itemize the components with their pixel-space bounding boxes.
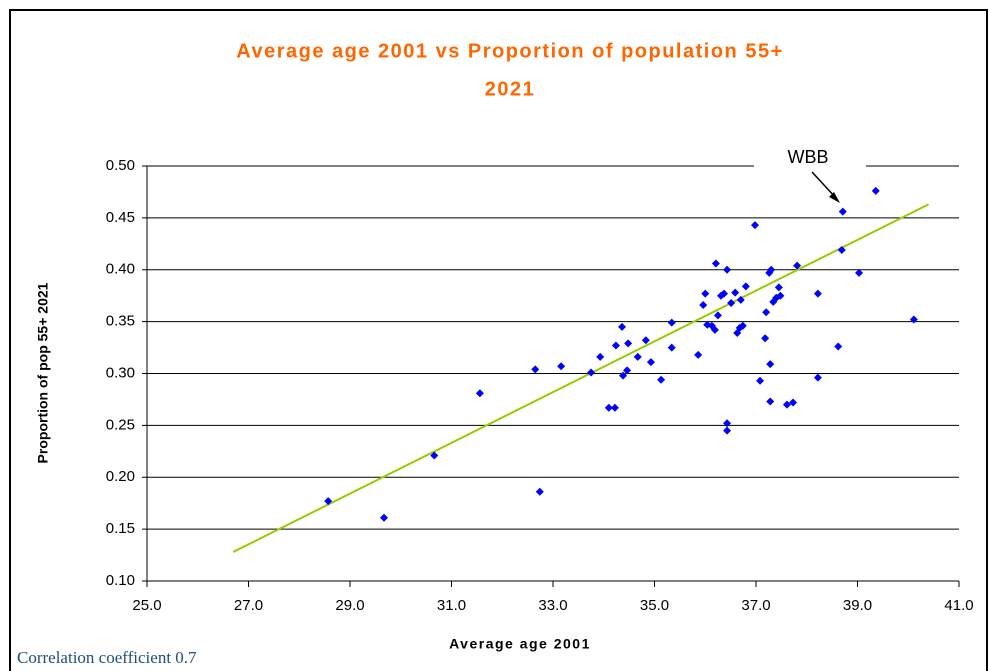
data-point <box>535 487 544 496</box>
data-point <box>766 397 775 406</box>
x-tick-label: 31.0 <box>437 597 466 614</box>
data-point <box>611 341 620 350</box>
chart-frame <box>9 9 988 671</box>
data-point <box>789 398 798 407</box>
data-point <box>782 400 791 409</box>
data-point <box>641 336 650 345</box>
data-point <box>766 360 775 369</box>
data-point <box>587 368 596 377</box>
data-point <box>657 375 666 384</box>
x-tick-label: 37.0 <box>741 597 770 614</box>
data-point <box>813 289 822 298</box>
annotation-arrow <box>811 171 837 199</box>
data-point <box>475 389 484 398</box>
data-point <box>667 318 676 327</box>
x-tick-label: 27.0 <box>234 597 263 614</box>
y-tick-label: 0.15 <box>106 520 135 537</box>
annotation-box <box>754 144 866 178</box>
data-point <box>838 207 847 216</box>
x-tick-label: 29.0 <box>335 597 364 614</box>
chart-title: 2021 <box>485 78 536 100</box>
data-point <box>741 282 750 291</box>
data-point <box>557 362 566 371</box>
data-point <box>834 342 843 351</box>
data-point <box>531 365 540 374</box>
data-point <box>694 350 703 359</box>
x-tick-label: 39.0 <box>843 597 872 614</box>
data-point <box>774 283 783 292</box>
data-point <box>762 308 771 317</box>
data-point <box>646 358 655 367</box>
x-tick-label: 41.0 <box>944 597 973 614</box>
y-tick-label: 0.30 <box>106 364 135 381</box>
plot-area: 0.10 0.15 0.20 0.25 0.30 0.35 0.40 0.45 0.50 25.0… <box>106 157 974 614</box>
data-point <box>756 376 765 385</box>
data-point <box>909 315 918 324</box>
data-point <box>324 497 333 506</box>
data-point <box>633 352 642 361</box>
data-point <box>855 268 864 277</box>
footnote: Correlation coefficient 0.7 <box>17 648 197 667</box>
data-point <box>711 259 720 268</box>
data-point <box>776 291 785 300</box>
data-point <box>723 426 732 435</box>
data-point <box>710 325 719 334</box>
y-tick-label: 0.40 <box>106 261 135 278</box>
annotation: WBB <box>787 147 828 167</box>
data-point <box>720 289 729 298</box>
data-point <box>596 352 605 361</box>
data-point <box>727 298 736 307</box>
x-tick-label: 25.0 <box>132 597 161 614</box>
y-tick-label: 0.10 <box>106 572 135 589</box>
y-tick-label: 0.25 <box>106 416 135 433</box>
data-point <box>623 366 632 375</box>
data-point <box>750 221 759 230</box>
data-point <box>738 321 747 330</box>
data-point <box>723 419 732 428</box>
data-point <box>430 451 439 460</box>
data-point <box>761 334 770 343</box>
data-point <box>624 339 633 348</box>
data-point <box>713 311 722 320</box>
y-tick-label: 0.20 <box>106 468 135 485</box>
data-point <box>793 261 802 270</box>
data-point <box>618 322 627 331</box>
trendline <box>232 203 929 553</box>
y-tick-label: 0.50 <box>106 157 135 174</box>
data-point <box>736 295 745 304</box>
y-tick-label: 0.35 <box>106 313 135 330</box>
x-tick-label: 35.0 <box>640 597 669 614</box>
data-point <box>699 301 708 310</box>
data-point <box>604 403 613 412</box>
data-point <box>837 246 846 255</box>
x-axis-label: Average age 2001 <box>449 636 591 652</box>
y-tick-label: 0.45 <box>106 209 135 226</box>
data-point <box>667 343 676 352</box>
annotation-arrowhead <box>829 192 840 203</box>
data-point <box>813 373 822 382</box>
x-tick-label: 33.0 <box>538 597 567 614</box>
chart-title: Average age 2001 vs Proportion of popula… <box>236 40 784 62</box>
data-point <box>610 403 619 412</box>
data-point <box>767 265 776 274</box>
y-axis-label: Proportion of pop 55+ 2021 <box>35 282 51 463</box>
data-point <box>731 288 740 297</box>
data-point <box>701 289 710 298</box>
data-point <box>723 265 732 274</box>
data-point <box>619 371 628 380</box>
data-point <box>871 186 880 195</box>
data-point <box>380 513 389 522</box>
